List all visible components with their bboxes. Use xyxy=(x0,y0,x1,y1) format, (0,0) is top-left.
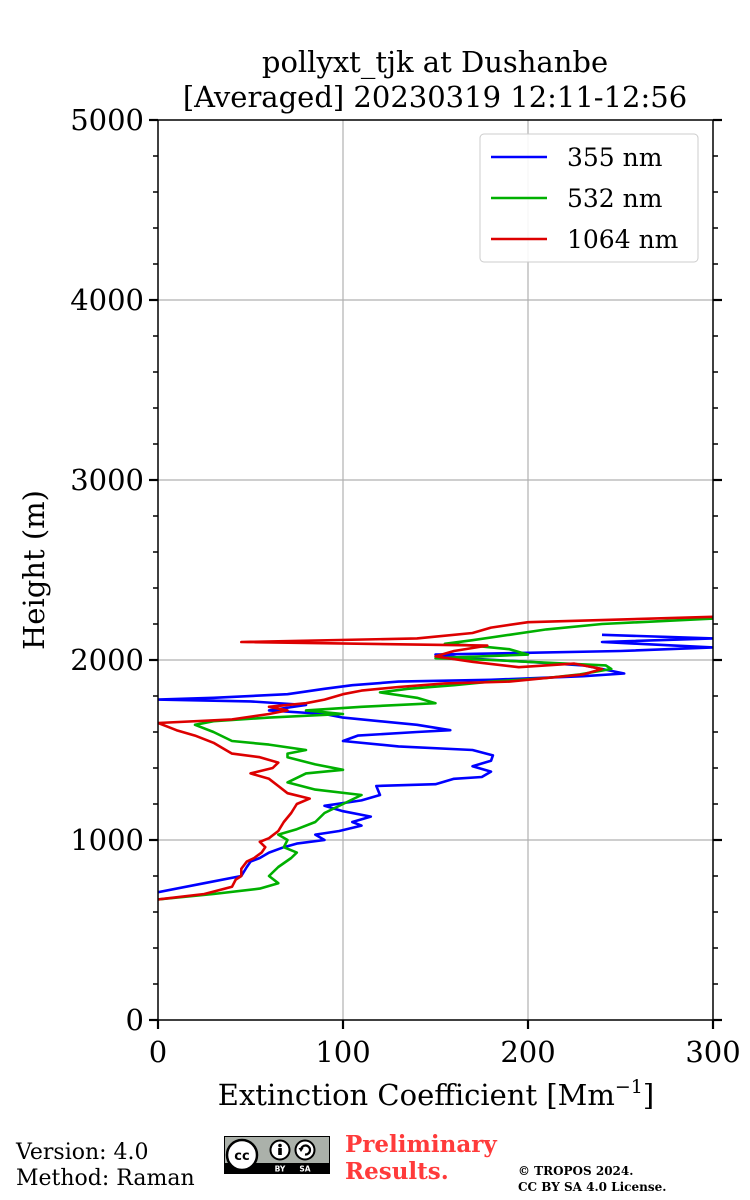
badge-bottom-strip xyxy=(224,1163,330,1174)
legend-label: 1064 nm xyxy=(567,225,679,254)
cc-icon: cc xyxy=(225,1138,259,1172)
y-tick-label: 5000 xyxy=(70,103,144,137)
series-line-532-nm xyxy=(158,617,713,901)
sa-share-icon xyxy=(294,1139,316,1161)
series-line-1064-nm xyxy=(158,615,713,901)
method-text: Method: Raman xyxy=(16,1166,195,1191)
x-tick-label: 300 xyxy=(685,1035,740,1069)
y-axis-label: Height (m) xyxy=(17,490,51,650)
plot-frame xyxy=(157,119,714,1021)
series-line-355-nm xyxy=(158,633,713,894)
badge-sa-label: SA xyxy=(299,1165,310,1174)
chart-title-line1: pollyxt_tjk at Dushanbe xyxy=(262,45,608,80)
legend-label: 355 nm xyxy=(567,143,663,172)
x-tick-label: 200 xyxy=(500,1035,555,1069)
x-tick-label: 100 xyxy=(315,1035,370,1069)
svg-text:cc: cc xyxy=(234,1149,249,1164)
copyright-line2: CC BY SA 4.0 License. xyxy=(518,1180,667,1194)
legend-label: 532 nm xyxy=(567,184,663,213)
grid-lines xyxy=(158,120,713,1020)
x-axis-label-sup: −1 xyxy=(615,1076,643,1098)
by-person-icon xyxy=(269,1139,291,1161)
preliminary-results-line1: Preliminary xyxy=(345,1131,497,1158)
x-tick-label: 0 xyxy=(149,1035,167,1069)
cc-by-sa-badge: cc BY SA xyxy=(224,1136,330,1174)
series-lines xyxy=(158,615,713,901)
y-tick-label: 4000 xyxy=(70,283,144,317)
x-axis-label-main: Extinction Coefficient [Mm xyxy=(218,1078,615,1112)
legend-box xyxy=(479,133,699,263)
preliminary-results-line2: Results. xyxy=(345,1158,449,1185)
copyright-line1: © TROPOS 2024. xyxy=(518,1164,634,1178)
y-tick-label: 0 xyxy=(126,1003,144,1037)
y-tick-label: 1000 xyxy=(70,823,144,857)
y-tick-label: 3000 xyxy=(70,463,144,497)
x-axis-label-end: ] xyxy=(643,1078,654,1112)
y-tick-label: 2000 xyxy=(70,643,144,677)
axis-ticks xyxy=(149,118,722,1029)
version-text: Version: 4.0 xyxy=(16,1140,149,1165)
badge-by-label: BY xyxy=(275,1165,286,1174)
chart-title-line2: [Averaged] 20230319 12:11-12:56 xyxy=(183,80,687,114)
x-axis-label: Extinction Coefficient [Mm−1] xyxy=(218,1076,654,1112)
legend: 355 nm 532 nm 1064 nm xyxy=(479,133,699,263)
